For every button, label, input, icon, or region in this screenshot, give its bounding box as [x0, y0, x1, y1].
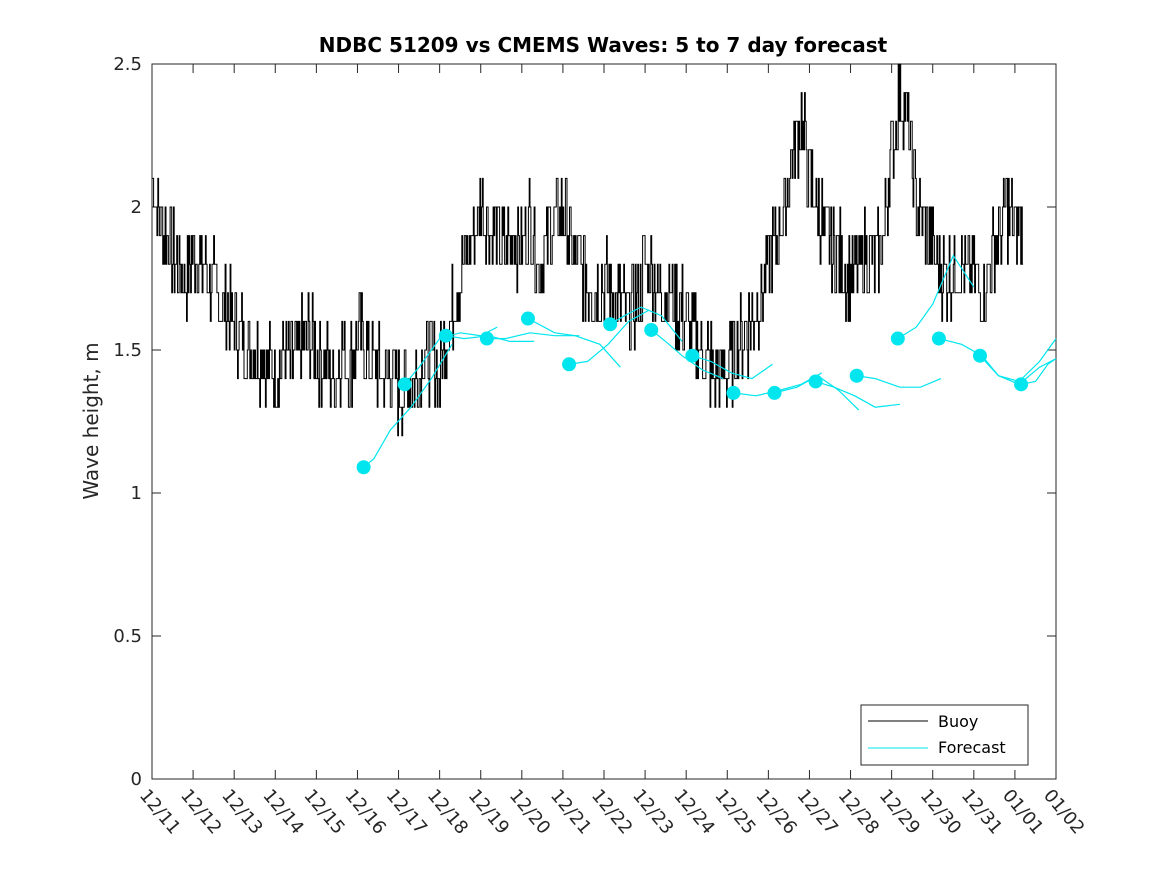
- legend-box: [860, 704, 1029, 766]
- forecast-run-line: [609, 306, 683, 342]
- forecast-run-line: [897, 254, 975, 340]
- x-tick-label: 12/27: [793, 785, 842, 838]
- forecast-start-marker: [972, 348, 987, 363]
- forecast-start-marker: [685, 348, 700, 363]
- y-tick-label: 1.5: [113, 340, 142, 361]
- y-tick-label: 2.5: [113, 54, 142, 75]
- x-tick-label: 12/29: [875, 785, 924, 838]
- x-tick-label: 12/21: [546, 785, 595, 838]
- forecast-start-marker: [479, 331, 494, 346]
- forecast-start-marker: [438, 328, 453, 343]
- x-tick-label: 12/30: [916, 785, 965, 838]
- forecast-start-marker: [397, 377, 412, 392]
- forecast-run-line: [363, 343, 453, 468]
- x-tick-label: 12/11: [135, 785, 184, 838]
- x-tick-label: 12/15: [299, 785, 348, 838]
- forecast-run-line: [815, 380, 900, 408]
- x-tick-label: 12/25: [710, 785, 759, 838]
- forecast-start-marker: [890, 331, 905, 346]
- x-tick-label: 12/16: [341, 785, 390, 838]
- buoy-line: [152, 63, 1024, 437]
- legend: Buoy Forecast: [860, 704, 1029, 766]
- chart-title: NDBC 51209 vs CMEMS Waves: 5 to 7 day fo…: [319, 33, 888, 57]
- forecast-start-marker: [562, 357, 577, 372]
- forecast-start-marker: [726, 385, 741, 400]
- x-tick-label: 12/12: [176, 785, 225, 838]
- plot-area: [151, 63, 1057, 780]
- forecast-run-line: [650, 329, 724, 380]
- forecast-run-line: [486, 332, 580, 340]
- y-axis-label: Wave height, m: [79, 342, 103, 499]
- buoy-series: [152, 63, 1024, 437]
- x-tick-label: 12/18: [423, 785, 472, 838]
- x-tick-label: 12/20: [505, 785, 554, 838]
- legend-buoy-label: Buoy: [938, 712, 978, 731]
- forecast-start-marker: [1014, 377, 1029, 392]
- forecast-start-marker: [356, 460, 371, 475]
- forecast-run-line: [569, 309, 650, 365]
- x-tick-label: 12/13: [217, 785, 266, 838]
- forecast-start-marker: [767, 385, 782, 400]
- x-tick-label: 12/22: [587, 785, 636, 838]
- x-tick-label: 12/23: [628, 785, 677, 838]
- forecast-start-marker: [644, 322, 659, 337]
- x-tick-label: 12/19: [464, 785, 513, 838]
- x-tick-label: 12/26: [751, 785, 800, 838]
- y-tick-label: 0: [131, 769, 142, 790]
- forecast-run-line: [692, 355, 773, 380]
- legend-forecast-label: Forecast: [938, 738, 1006, 757]
- forecast-start-marker: [808, 374, 823, 389]
- forecast-start-marker: [520, 311, 535, 326]
- forecast-start-marker: [931, 331, 946, 346]
- forecast-run-line: [1020, 358, 1057, 385]
- x-tick-label: 01/01: [998, 785, 1047, 838]
- x-tick-label: 12/24: [669, 785, 718, 838]
- forecast-run-line: [856, 375, 942, 388]
- x-tick-label: 12/31: [957, 785, 1006, 838]
- forecast-start-marker: [603, 317, 618, 332]
- y-tick-label: 0.5: [113, 626, 142, 647]
- x-tick-label: 12/17: [382, 785, 431, 838]
- y-tick-label: 2: [131, 197, 142, 218]
- forecast-start-marker: [849, 368, 864, 383]
- x-tick-label: 12/14: [258, 785, 307, 838]
- x-tick-label: 01/02: [1039, 785, 1088, 838]
- x-tick-label: 12/28: [834, 785, 883, 838]
- y-tick-label: 1: [131, 483, 142, 504]
- forecast-run-line: [527, 317, 621, 368]
- forecast-series: [356, 254, 1057, 475]
